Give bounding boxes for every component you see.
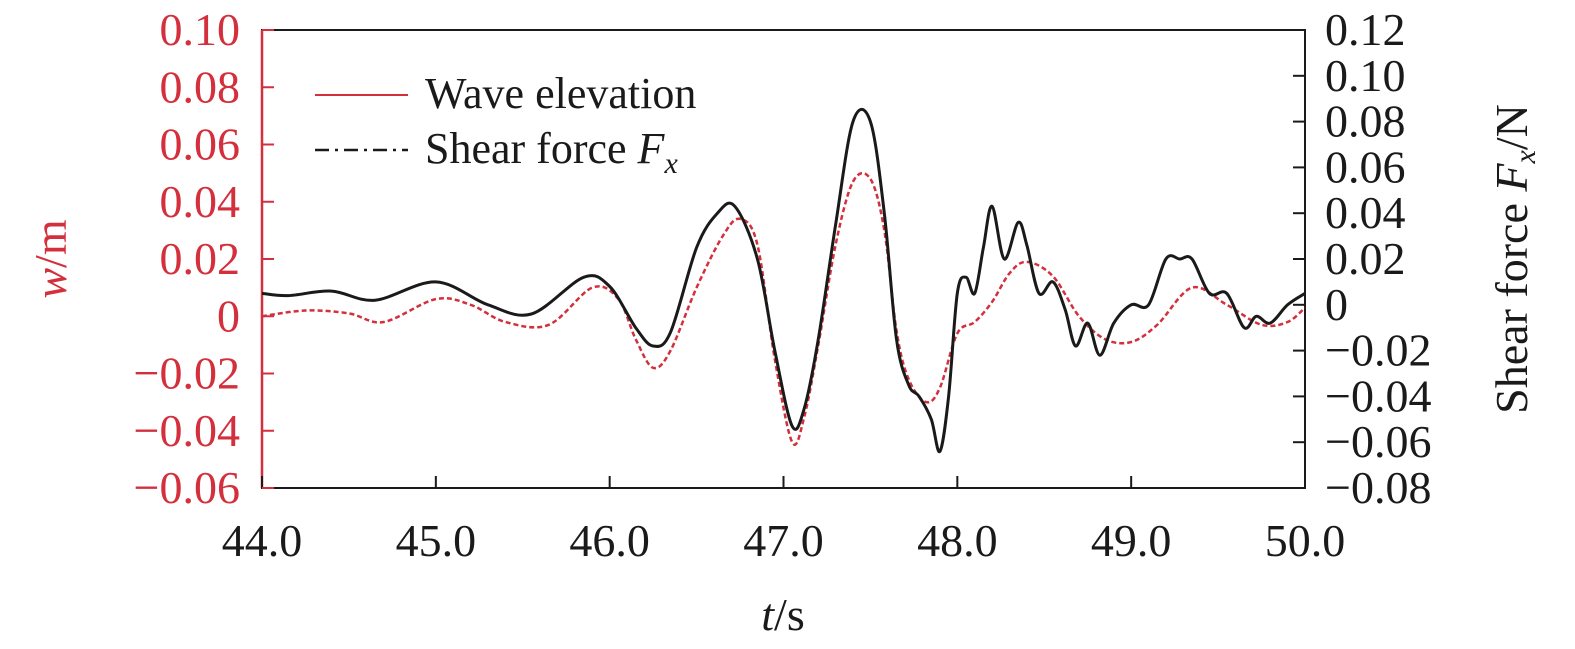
x-tick-label: 45.0 — [396, 515, 477, 566]
right-y-tick-label: 0 — [1325, 279, 1348, 330]
right-y-tick-label: 0.08 — [1325, 96, 1406, 147]
right-y-tick-label: 0.04 — [1325, 187, 1406, 238]
legend-label-shear-force-sub: x — [663, 147, 678, 180]
left-y-tick-label: −0.02 — [134, 348, 240, 399]
plot-frame — [261, 29, 1306, 489]
legend-label-shear-force-text: Shear force — [425, 124, 638, 173]
right-y-axis-label: Shear force Fx/N — [1486, 104, 1542, 414]
legend: Wave elevation Shear force Fx — [315, 69, 696, 180]
legend-label-shear-force: Shear force Fx — [425, 124, 678, 180]
right-y-tick-label: 0.06 — [1325, 141, 1406, 192]
left-y-tick-label: 0.10 — [160, 4, 241, 55]
x-tick-label: 47.0 — [743, 515, 824, 566]
left-y-tick-label: −0.04 — [134, 405, 240, 456]
right-y-tick-label: −0.02 — [1325, 325, 1431, 376]
series-line-shear-force — [261, 107, 1306, 453]
left-y-axis-label: w/m — [25, 219, 76, 298]
left-y-tick-label: 0.06 — [160, 119, 241, 170]
series-layer — [261, 107, 1306, 453]
left-y-axis-ticks: 0.10 0.08 0.06 0.04 0.02 0 −0.02 −0.04 −0.06 — [134, 4, 274, 513]
right-y-tick-label: −0.08 — [1325, 462, 1431, 513]
right-y-tick-label: 0.12 — [1325, 4, 1406, 55]
x-tick-label: 49.0 — [1091, 515, 1172, 566]
x-axis-label: t/s — [761, 589, 804, 640]
right-y-axis-label-var: F — [1486, 163, 1537, 193]
right-y-axis-label-unit: /N — [1486, 104, 1537, 150]
x-axis-ticks: 44.0 45.0 46.0 47.0 48.0 49.0 50.0 — [222, 476, 1346, 566]
left-y-axis-label-unit: /m — [25, 219, 76, 268]
left-y-tick-label: −0.06 — [134, 462, 240, 513]
right-y-axis-label-sub: x — [1509, 150, 1542, 165]
series-line-wave-elevation — [261, 171, 1306, 446]
x-axis-label-var: t — [761, 589, 775, 640]
left-y-tick-label: 0.08 — [160, 61, 241, 112]
x-tick-label: 44.0 — [222, 515, 303, 566]
right-y-tick-label: 0.02 — [1325, 233, 1406, 284]
x-axis-label-unit: /s — [774, 589, 805, 640]
right-y-tick-label: −0.06 — [1325, 416, 1431, 467]
left-y-tick-label: 0.02 — [160, 233, 241, 284]
right-y-axis-label-prefix: Shear force — [1486, 192, 1537, 414]
left-y-axis-label-var: w — [25, 268, 76, 299]
right-y-axis-ticks: 0.120.100.080.060.040.020−0.02−0.04−0.06… — [1293, 4, 1431, 513]
left-y-tick-label: 0 — [217, 290, 240, 341]
right-y-tick-label: 0.10 — [1325, 50, 1406, 101]
x-tick-label: 50.0 — [1265, 515, 1346, 566]
legend-label-wave-elevation: Wave elevation — [425, 69, 696, 118]
left-y-tick-label: 0.04 — [160, 176, 241, 227]
x-tick-label: 48.0 — [917, 515, 998, 566]
x-tick-label: 46.0 — [569, 515, 650, 566]
legend-label-shear-force-var: F — [637, 124, 666, 173]
right-y-tick-label: −0.04 — [1325, 370, 1431, 421]
